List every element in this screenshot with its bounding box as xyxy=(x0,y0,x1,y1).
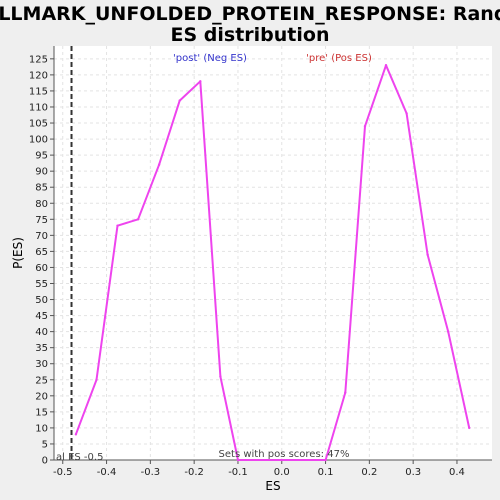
neg-es-label: 'post' (Neg ES) xyxy=(173,53,247,64)
series-point xyxy=(280,458,283,462)
y-tick-label: 5 xyxy=(42,439,48,450)
y-axis-label: P(ES) xyxy=(11,237,25,269)
y-tick-label: 95 xyxy=(35,151,48,162)
plot-area xyxy=(54,46,492,460)
series-point xyxy=(116,224,119,227)
series-point xyxy=(199,80,202,83)
y-tick-label: 80 xyxy=(35,199,48,210)
series-point xyxy=(468,426,471,430)
x-tick-label: 0.3 xyxy=(405,467,421,478)
series-point xyxy=(136,218,140,221)
x-tick-label: 0.1 xyxy=(318,467,334,478)
y-tick-label: 15 xyxy=(35,407,48,418)
grid-lines xyxy=(54,46,492,461)
chart-title-line-1: HALLMARK_UNFOLDED_PROTEIN_RESPONSE: Rand… xyxy=(0,3,500,25)
series-point xyxy=(363,125,367,128)
x-tick-label: 0.4 xyxy=(449,467,465,478)
series-point xyxy=(344,391,347,394)
series-point xyxy=(447,330,450,333)
x-tick-label: -0.2 xyxy=(184,467,204,478)
series-lines xyxy=(74,64,471,462)
x-ticks: -0.5 -0.4 -0.3 -0.2 -0.1 0.0 0.1 0.2 0.3 0.4 xyxy=(53,460,465,478)
y-tick-label: 85 xyxy=(35,183,48,194)
y-tick-label: 45 xyxy=(35,311,48,322)
series-point xyxy=(384,64,388,67)
y-tick-label: 55 xyxy=(35,279,48,290)
x-tick-label: -0.5 xyxy=(53,467,73,478)
y-tick-label: 65 xyxy=(35,247,48,258)
series-point xyxy=(219,375,222,378)
y-tick-label: 30 xyxy=(35,359,48,370)
y-tick-label: 25 xyxy=(35,375,48,386)
actual-es-label: al ES -0.5 xyxy=(56,452,103,463)
x-axis-label: ES xyxy=(265,479,280,493)
y-tick-label: 110 xyxy=(29,102,48,113)
y-tick-label: 120 xyxy=(29,70,48,81)
chart-title-line-2: ES distribution xyxy=(171,24,330,46)
y-tick-label: 75 xyxy=(35,215,48,226)
series-point xyxy=(157,163,161,166)
y-tick-label: 70 xyxy=(35,231,48,242)
series-point xyxy=(178,99,181,102)
pos-es-label: 'pre' (Pos ES) xyxy=(306,53,372,64)
y-tick-label: 0 xyxy=(42,456,48,467)
y-tick-label: 100 xyxy=(29,135,48,146)
series-point xyxy=(324,458,327,462)
y-tick-label: 10 xyxy=(35,423,48,434)
series-point xyxy=(426,253,429,256)
series-line-0 xyxy=(74,64,471,461)
y-tick-label: 115 xyxy=(29,86,48,97)
pos-scores-note: Sets with pos scores: 47% xyxy=(219,449,350,460)
series-point xyxy=(74,433,78,436)
y-tick-label: 60 xyxy=(35,263,48,274)
x-tick-label: -0.3 xyxy=(141,467,161,478)
x-tick-label: -0.4 xyxy=(97,467,117,478)
series-point xyxy=(236,458,240,462)
y-tick-label: 40 xyxy=(35,327,48,338)
y-tick-label: 50 xyxy=(35,295,48,306)
y-tick-label: 125 xyxy=(29,54,48,65)
x-tick-label: 0.2 xyxy=(361,467,377,478)
y-tick-label: 35 xyxy=(35,343,48,354)
x-tick-label: 0.0 xyxy=(274,467,290,478)
y-tick-label: 20 xyxy=(35,391,48,402)
series-point xyxy=(405,112,408,115)
x-tick-label: -0.1 xyxy=(228,467,248,478)
series-point xyxy=(95,378,98,381)
y-tick-label: 90 xyxy=(35,167,48,178)
y-tick-label: 105 xyxy=(29,119,48,130)
y-ticks: 0 5 10 15 20 25 30 35 40 45 50 55 60 65 70 75 80 85 90 95 10… xyxy=(29,54,54,467)
